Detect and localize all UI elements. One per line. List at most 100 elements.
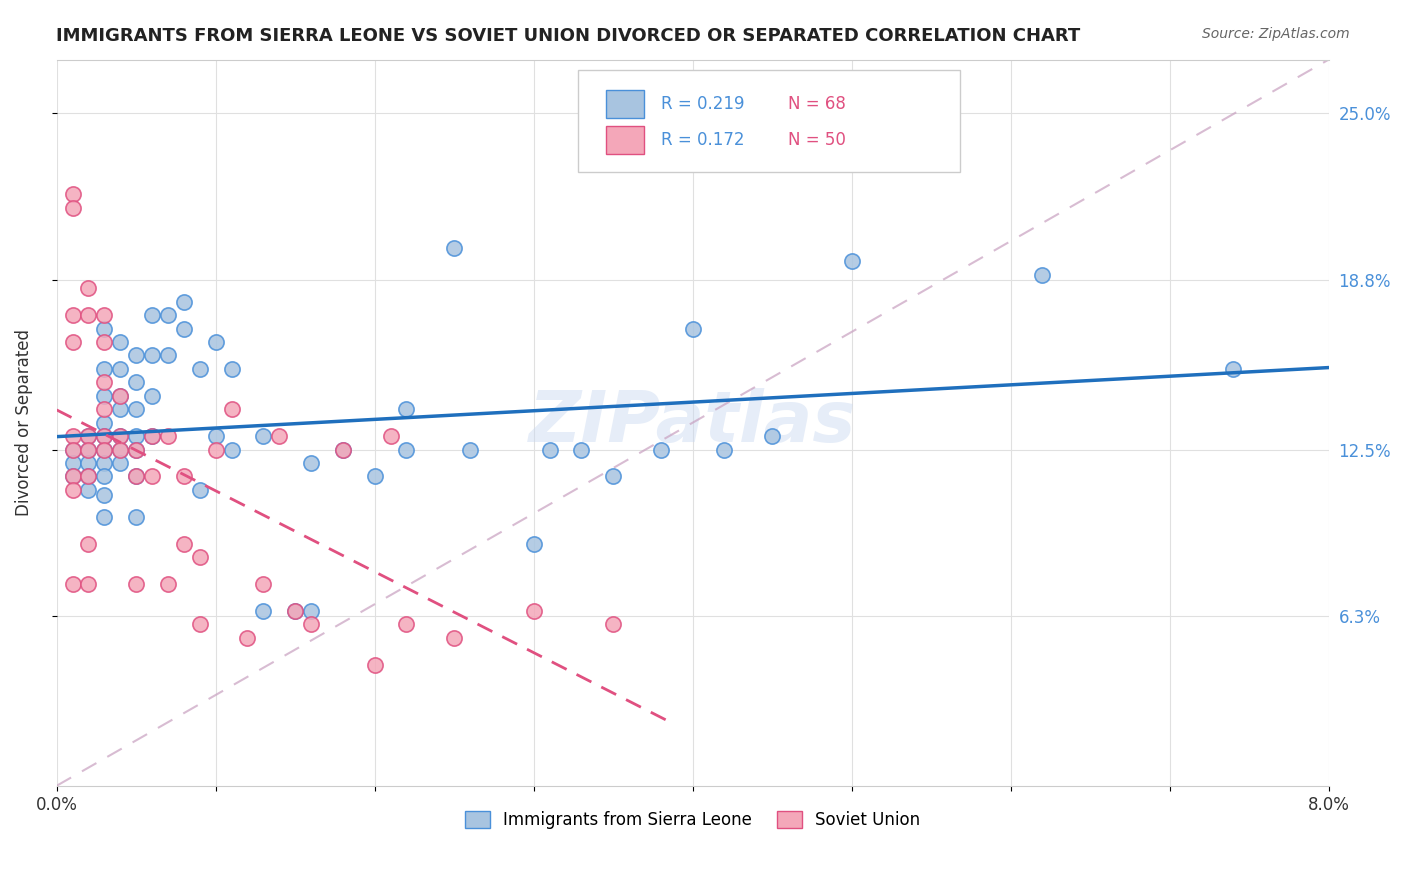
Point <box>204 442 226 457</box>
Point <box>221 402 243 417</box>
Point <box>62 201 84 215</box>
Point <box>156 577 179 591</box>
Point <box>77 442 100 457</box>
Text: Source: ZipAtlas.com: Source: ZipAtlas.com <box>1202 27 1350 41</box>
Point <box>77 469 100 483</box>
Point <box>204 334 226 349</box>
Point <box>252 577 274 591</box>
Point <box>77 281 100 295</box>
Point <box>141 429 163 443</box>
Text: N = 68: N = 68 <box>787 95 846 113</box>
Point <box>77 308 100 322</box>
Point <box>93 442 115 457</box>
Point <box>443 631 465 645</box>
Point <box>125 509 148 524</box>
Point <box>93 334 115 349</box>
Point <box>141 469 163 483</box>
Point <box>77 483 100 497</box>
Point <box>93 509 115 524</box>
Legend: Immigrants from Sierra Leone, Soviet Union: Immigrants from Sierra Leone, Soviet Uni… <box>458 804 927 836</box>
Point <box>682 321 704 335</box>
Point <box>125 469 148 483</box>
Point <box>110 362 132 376</box>
Point <box>77 429 100 443</box>
Point <box>125 376 148 390</box>
Point <box>188 483 211 497</box>
Point <box>93 442 115 457</box>
Point <box>125 429 148 443</box>
Point <box>125 402 148 417</box>
Point <box>62 187 84 202</box>
Point <box>299 456 322 470</box>
Point <box>156 308 179 322</box>
Point <box>1222 362 1244 376</box>
Point <box>93 362 115 376</box>
Point <box>77 429 100 443</box>
Point <box>77 469 100 483</box>
Point <box>93 376 115 390</box>
Point <box>841 254 863 268</box>
Point <box>110 334 132 349</box>
Point <box>395 402 418 417</box>
Point <box>93 389 115 403</box>
Point <box>62 442 84 457</box>
Point <box>93 308 115 322</box>
Point <box>62 308 84 322</box>
Point <box>62 483 84 497</box>
Point <box>62 456 84 470</box>
Point <box>395 442 418 457</box>
Point <box>62 442 84 457</box>
Point <box>650 442 672 457</box>
Text: IMMIGRANTS FROM SIERRA LEONE VS SOVIET UNION DIVORCED OR SEPARATED CORRELATION C: IMMIGRANTS FROM SIERRA LEONE VS SOVIET U… <box>56 27 1080 45</box>
Point <box>141 429 163 443</box>
Point <box>1031 268 1053 282</box>
Point <box>62 469 84 483</box>
Point <box>363 469 385 483</box>
Point <box>141 389 163 403</box>
Point <box>110 429 132 443</box>
Point <box>221 442 243 457</box>
Point <box>93 429 115 443</box>
Point <box>188 617 211 632</box>
Point <box>77 456 100 470</box>
Point <box>93 456 115 470</box>
Point <box>93 488 115 502</box>
Point <box>110 429 132 443</box>
Point <box>380 429 402 443</box>
Text: R = 0.219: R = 0.219 <box>661 95 744 113</box>
Point <box>252 429 274 443</box>
Point <box>62 469 84 483</box>
Point <box>713 442 735 457</box>
Text: N = 50: N = 50 <box>787 131 846 149</box>
Point <box>173 537 195 551</box>
Point <box>77 442 100 457</box>
Bar <box>606 90 644 118</box>
Point <box>569 442 592 457</box>
Point <box>236 631 259 645</box>
Point <box>125 348 148 362</box>
Point <box>173 294 195 309</box>
Point <box>173 321 195 335</box>
Point <box>395 617 418 632</box>
Point <box>602 617 624 632</box>
Point <box>125 442 148 457</box>
Point <box>458 442 481 457</box>
Point <box>141 308 163 322</box>
Point <box>761 429 783 443</box>
Text: R = 0.172: R = 0.172 <box>661 131 744 149</box>
Point <box>443 241 465 255</box>
Point <box>299 604 322 618</box>
Point <box>125 442 148 457</box>
Point <box>141 348 163 362</box>
Point <box>110 402 132 417</box>
Point <box>110 442 132 457</box>
Point <box>204 429 226 443</box>
Point <box>538 442 561 457</box>
Point <box>252 604 274 618</box>
Text: ZIPatlas: ZIPatlas <box>529 388 856 458</box>
Point <box>332 442 354 457</box>
Point <box>62 334 84 349</box>
Point <box>77 537 100 551</box>
Point <box>125 469 148 483</box>
Point <box>156 348 179 362</box>
